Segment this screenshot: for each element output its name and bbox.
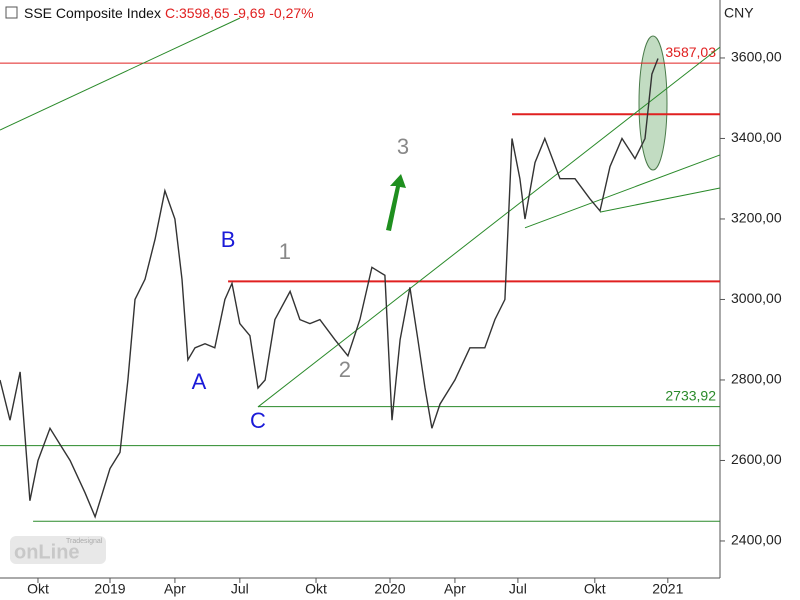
arrow [386,174,406,231]
logo-bg [10,536,106,564]
level-label: 3587,03 [665,44,716,60]
logo-top: Tradesignal [66,538,103,545]
title: SSE Composite Index [24,5,161,21]
currency: CNY [724,5,754,21]
y-tick-label: 3000,00 [731,290,782,306]
x-tick-label: Jul [231,581,249,597]
trend-line [524,154,721,229]
logo: Tradesignal onLine [10,536,106,564]
highlight-ellipse [638,35,668,171]
y-tick-label: 3600,00 [731,49,782,65]
trend-line [0,17,241,131]
subtitle: C:3598,65 -9,69 -0,27% [165,5,314,21]
wave-label: B [221,227,236,252]
y-tick-label: 2600,00 [731,451,782,467]
x-tick-label: Jul [509,581,527,597]
y-tick-label: 2400,00 [731,532,782,548]
x-tick-label: Apr [164,581,186,597]
trend-line [257,46,721,408]
x-tick-label: Okt [584,581,606,597]
x-tick-label: Okt [305,581,327,597]
menu-icon[interactable] [5,6,18,19]
y-tick-label: 3400,00 [731,129,782,145]
wave-label: 3 [397,134,409,159]
wave-label: 2 [339,357,351,382]
chart-title: SSE Composite Index C:3598,65 -9,69 -0,27… [24,5,314,21]
x-tick-label: 2020 [374,581,405,597]
y-tick-label: 2800,00 [731,371,782,387]
wave-label: A [192,369,207,394]
x-tick-label: Okt [27,581,49,597]
x-tick-label: 2021 [652,581,683,597]
trend-line [599,187,721,213]
x-tick-label: 2019 [94,581,125,597]
wave-label: 1 [279,239,291,264]
wave-label: C [250,408,266,433]
level-label: 2733,92 [665,387,716,403]
logo-main: onLine [14,541,80,563]
x-tick-label: Apr [444,581,466,597]
y-tick-label: 3200,00 [731,210,782,226]
price-line [0,58,659,519]
